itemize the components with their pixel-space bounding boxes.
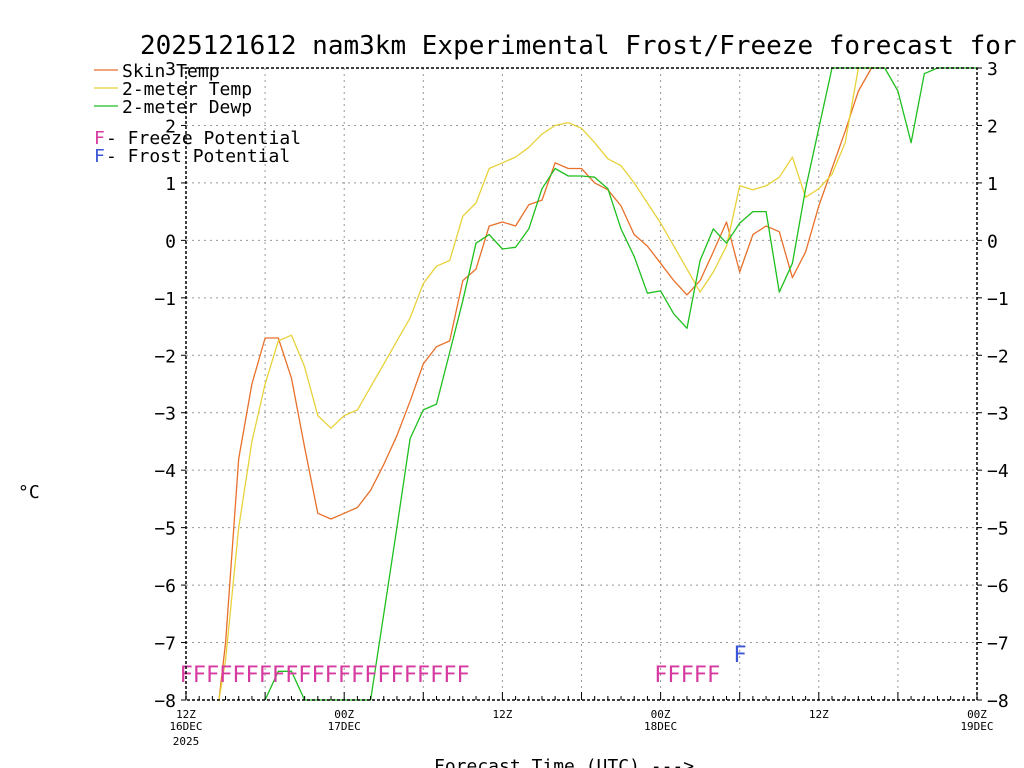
y-tick-label-left: −1 <box>154 289 176 310</box>
potential-legend-symbol: F <box>94 128 105 149</box>
freeze-potential-marker: F <box>443 663 456 688</box>
y-tick-label-left: 3 <box>165 59 176 80</box>
series-line-2-meter-temp <box>218 67 872 701</box>
y-tick-label-left: 1 <box>165 174 176 195</box>
x-tick-date: 16DEC <box>169 720 202 733</box>
x-tick-label: 00Z <box>967 708 987 721</box>
x-tick-year: 2025 <box>173 735 200 748</box>
freeze-potential-marker: F <box>391 663 404 688</box>
y-tick-label-left: −4 <box>154 461 176 482</box>
freeze-potential-marker: F <box>364 663 377 688</box>
y-tick-label-right: −8 <box>987 691 1009 712</box>
freeze-potential-marker: F <box>311 663 324 688</box>
y-tick-label-left: −3 <box>154 404 176 425</box>
freeze-potential-marker: F <box>694 663 707 688</box>
freeze-potential-marker: F <box>298 663 311 688</box>
x-axis-label: Forecast Time (UTC) ---> <box>434 756 694 768</box>
freeze-potential-marker: F <box>654 663 667 688</box>
freeze-potential-marker: F <box>707 663 720 688</box>
freeze-potential-marker: F <box>667 663 680 688</box>
y-tick-label-left: 0 <box>165 231 176 252</box>
y-tick-label-left: 2 <box>165 116 176 137</box>
freeze-potential-marker: F <box>193 663 206 688</box>
series-line-skin-temp <box>218 67 885 701</box>
frost-potential-marker: F <box>733 643 746 668</box>
freeze-potential-marker: F <box>325 663 338 688</box>
y-tick-label-right: −7 <box>987 634 1009 655</box>
freeze-potential-marker: F <box>259 663 272 688</box>
y-tick-label-left: −7 <box>154 634 176 655</box>
freeze-potential-marker: F <box>681 663 694 688</box>
freeze-potential-marker: F <box>430 663 443 688</box>
legend-label: 2-meter Dewp <box>122 97 252 118</box>
y-tick-label-left: −5 <box>154 519 176 540</box>
potential-legend-label: - Freeze Potential <box>106 128 301 149</box>
x-tick-label: 12Z <box>176 708 196 721</box>
freeze-potential-marker: F <box>351 663 364 688</box>
freeze-potential-marker: F <box>456 663 469 688</box>
y-tick-label-right: 2 <box>987 116 998 137</box>
potential-legend-label: - Frost Potential <box>106 146 290 167</box>
freeze-potential-marker: F <box>219 663 232 688</box>
freeze-potential-marker: F <box>180 663 193 688</box>
x-tick-label: 12Z <box>809 708 829 721</box>
x-tick-label: 00Z <box>651 708 671 721</box>
freeze-potential-marker: F <box>285 663 298 688</box>
y-axis-label: °C <box>18 482 40 503</box>
chart-title: 2025121612 nam3km Experimental Frost/Fre… <box>140 31 1024 61</box>
y-tick-label-right: 3 <box>987 59 998 80</box>
freeze-potential-marker: F <box>404 663 417 688</box>
y-tick-label-right: 1 <box>987 174 998 195</box>
y-tick-label-right: −1 <box>987 289 1009 310</box>
axes: −8 −8 −7 −7 −6 −6 −5 −5 −4 −4 −3 −3 −2 −2 −1 −1 0 0 1 1 2 2 3 3… <box>154 59 1008 748</box>
freeze-potential-marker: F <box>417 663 430 688</box>
x-tick-label: 12Z <box>492 708 512 721</box>
y-tick-label-right: −6 <box>987 576 1009 597</box>
potential-legend-symbol: F <box>94 146 105 167</box>
freeze-potential-marker: F <box>377 663 390 688</box>
x-tick-date: 18DEC <box>644 720 677 733</box>
freeze-potential-marker: F <box>338 663 351 688</box>
potential-flags: F F F F F F F F F F F F F F F F F F F F F F F F F F FF <box>180 643 747 688</box>
x-tick-date: 19DEC <box>960 720 993 733</box>
plot-frame <box>185 67 978 701</box>
freeze-potential-marker: F <box>206 663 219 688</box>
y-tick-label-left: −2 <box>154 346 176 367</box>
freeze-potential-marker: F <box>232 663 245 688</box>
y-tick-label-right: 0 <box>987 231 998 252</box>
x-tick-label: 00Z <box>334 708 354 721</box>
y-tick-label-right: −2 <box>987 346 1009 367</box>
legend-label: Skin Temp <box>122 61 220 82</box>
freeze-potential-marker: F <box>272 663 285 688</box>
y-tick-label-right: −5 <box>987 519 1009 540</box>
y-tick-label-right: −4 <box>987 461 1009 482</box>
legend-label: 2-meter Temp <box>122 79 252 100</box>
y-tick-label-right: −3 <box>987 404 1009 425</box>
y-tick-label-left: −8 <box>154 691 176 712</box>
freeze-potential-marker: F <box>246 663 259 688</box>
x-tick-date: 17DEC <box>328 720 361 733</box>
y-tick-label-left: −6 <box>154 576 176 597</box>
